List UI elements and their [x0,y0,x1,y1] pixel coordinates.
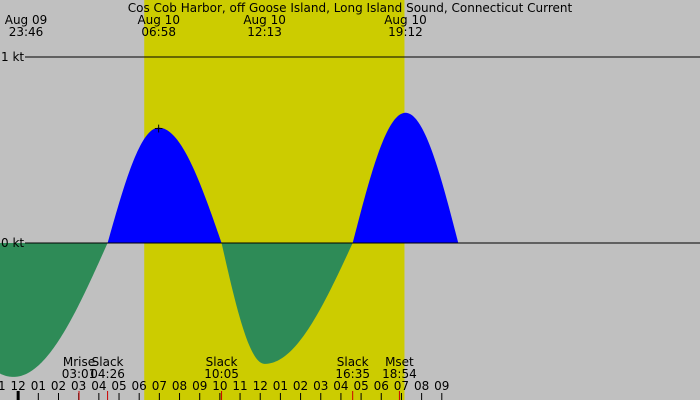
hour-tick-label: 02 [293,379,308,393]
chart-labels: 1 kt 0 kt Cos Cob Harbor, off Goose Island… [1,1,573,381]
hour-tick-label: 07 [152,379,167,393]
peak-time-label: 12:13 [247,25,282,39]
hour-tick-label: 09 [192,379,207,393]
hour-tick-label: 04 [333,379,348,393]
hour-tick-label: 01 [273,379,288,393]
hour-tick-label: 03 [71,379,86,393]
event-label: Mset [385,355,414,369]
hour-tick-label: 03 [313,379,328,393]
peak-time-label: 06:58 [141,25,176,39]
hour-axis: 11 12 01 02 03 04 05 06 07 08 09 10 11 12 01 02 03 04 05 06… [0,379,449,400]
y-tick-label: 0 kt [1,236,24,250]
chart-title: Cos Cob Harbor, off Goose Island, Long I… [128,1,573,15]
event-label: Slack [206,355,238,369]
flood-area [107,127,222,243]
hour-tick-label: 06 [132,379,147,393]
event-label: Slack [337,355,369,369]
hour-tick-label: 07 [394,379,409,393]
hour-tick-label: 06 [374,379,389,393]
hour-tick-label: 08 [414,379,429,393]
hour-tick-label: 09 [434,379,449,393]
hour-tick-label: 12 [11,379,26,393]
hour-tick-label: 04 [91,379,106,393]
hour-tick-label: 12 [253,379,268,393]
reference-lines [25,56,700,244]
event-time-label: 16:35 [335,367,370,381]
peak-time-label: 19:12 [388,25,423,39]
hour-tick-label: 01 [31,379,46,393]
event-time-label: 04:26 [90,367,125,381]
hour-tick-label: 10 [212,379,227,393]
event-time-label: 03:01 [62,367,97,381]
event-time-label: 18:54 [382,367,417,381]
event-label: Mrise [63,355,95,369]
peak-time-label: 23:46 [9,25,44,39]
hour-tick-label: 05 [353,379,368,393]
ebb-area [221,243,353,364]
event-label: Slack [92,355,124,369]
event-time-label: 10:05 [204,367,239,381]
peak-date-label: Aug 10 [243,13,286,27]
peak-date-label: Aug 10 [384,13,427,27]
hour-tick-label: 11 [232,379,247,393]
hour-tick-label: 02 [51,379,66,393]
peak-date-label: Aug 09 [5,13,48,27]
peak-date-label: Aug 10 [137,13,180,27]
hour-tick-label: 08 [172,379,187,393]
ebb-area [0,243,108,377]
peak-marker: + [154,122,164,136]
hour-tick-label: 05 [111,379,126,393]
hour-tick-label: 11 [0,379,6,393]
current-areas [0,112,459,377]
y-tick-label: 1 kt [1,50,24,64]
flood-area [352,112,459,243]
